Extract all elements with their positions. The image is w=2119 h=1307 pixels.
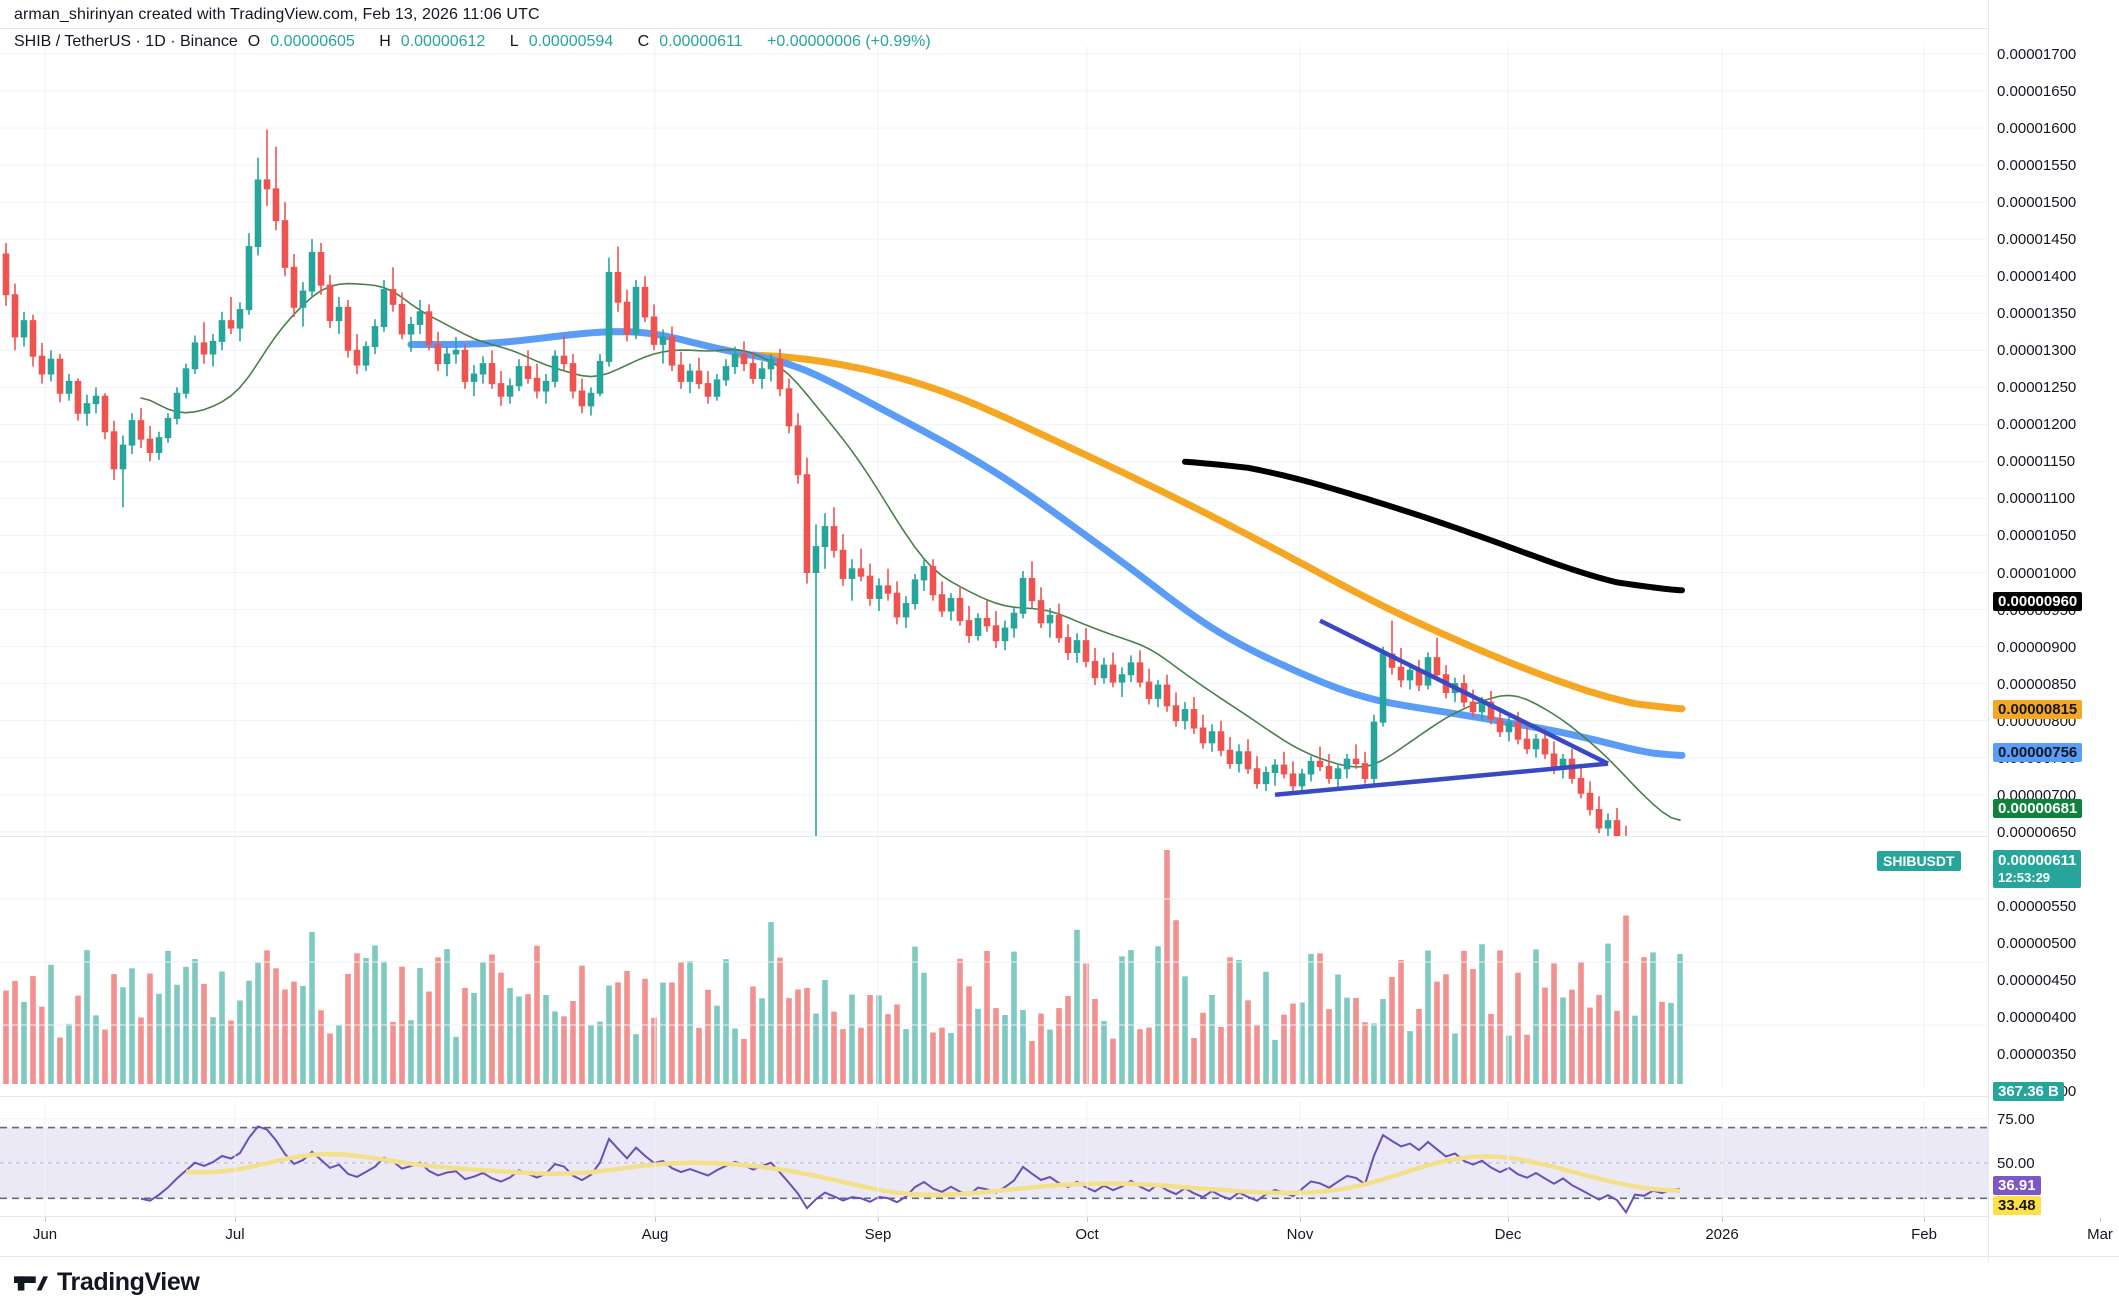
ma-orange-value[interactable]: 0.00000815 xyxy=(1993,699,2083,719)
time-scale[interactable]: Jun Jul Aug Sep Oct Nov Dec 2026 Feb Mar xyxy=(0,1216,2113,1257)
time-axis-tick xyxy=(878,1217,879,1222)
price-tick-label: 0.00001600 xyxy=(1997,120,2077,138)
ohlc-values: O 0.00000605 H 0.00000612 L 0.00000594 C 0.0… xyxy=(248,33,941,51)
price-tick-label: 0.00000450 xyxy=(1997,971,2077,989)
price-tick-label: 0.00001200 xyxy=(1997,416,2077,434)
price-tick-label: 0.00001050 xyxy=(1997,527,2077,545)
price-tick-label: 0.00001550 xyxy=(1997,157,2077,175)
price-tick-label: 0.00001100 xyxy=(1997,490,2076,508)
time-axis-label: Oct xyxy=(1075,1226,1099,1243)
tradingview-footer[interactable]: TradingView xyxy=(14,1268,200,1297)
time-axis-tick xyxy=(2100,1217,2101,1222)
rsi-pane[interactable] xyxy=(0,1101,1988,1216)
price-tick-label: 0.00000400 xyxy=(1997,1008,2077,1026)
time-axis-tick xyxy=(1087,1217,1088,1222)
price-tick-label: 0.00000650 xyxy=(1997,823,2077,841)
time-axis-tick xyxy=(1722,1217,1723,1222)
change-value: +0.00000006 (+0.99%) xyxy=(767,33,931,50)
price-tick-label: 0.00001300 xyxy=(1997,342,2077,360)
rsi-tick-label: 50.00 xyxy=(1997,1154,2035,1172)
price-tick-label: 0.00000550 xyxy=(1997,897,2077,915)
price-tick-label: 0.00000500 xyxy=(1997,934,2077,952)
price-tick-label: 0.00001000 xyxy=(1997,564,2077,582)
last-price-badge[interactable]: 0.00000611 12:53:29 xyxy=(1993,849,2082,888)
time-axis-tick xyxy=(1300,1217,1301,1222)
open-value: O 0.00000605 xyxy=(247,33,355,50)
last-price-value: 0.00000611 xyxy=(1998,851,2077,869)
volume-pane[interactable] xyxy=(0,836,1988,1088)
price-tick-label: 0.00000350 xyxy=(1997,1045,2077,1063)
chart-area[interactable] xyxy=(0,46,1988,1216)
last-price-symbol-tag: SHIBUSDT xyxy=(1877,850,1961,871)
close-value: C 0.00000611 xyxy=(637,33,743,50)
price-tick-label: 0.00001450 xyxy=(1997,231,2077,249)
time-axis-label: Jun xyxy=(32,1226,58,1243)
time-axis-label: Aug xyxy=(641,1226,669,1243)
low-value: L 0.00000594 xyxy=(509,33,614,50)
rsi-plot[interactable] xyxy=(0,1101,1988,1216)
high-value: H 0.00000612 xyxy=(379,33,486,50)
ma-blue-value[interactable]: 0.00000756 xyxy=(1993,743,2083,763)
time-axis-label: Nov xyxy=(1286,1226,1314,1243)
volume-plot[interactable] xyxy=(0,836,1988,1088)
price-tick-label: 0.00001250 xyxy=(1997,379,2077,397)
tradingview-wordmark: TradingView xyxy=(57,1268,200,1296)
price-tick-label: 0.00001350 xyxy=(1997,305,2077,323)
price-scale[interactable]: 0.00001700 0.00001650 0.00001600 0.00001550… xyxy=(1877,0,2119,1262)
price-plot[interactable] xyxy=(0,46,1988,836)
price-pane[interactable] xyxy=(0,46,1988,836)
tradingview-logo-icon xyxy=(14,1275,48,1291)
time-axis-label: Mar xyxy=(2087,1226,2113,1243)
price-tick-label: 0.00001700 xyxy=(1997,46,2077,63)
time-axis-tick xyxy=(45,1217,46,1222)
time-axis-tick xyxy=(1508,1217,1509,1222)
price-tick-label: 0.00001650 xyxy=(1997,83,2077,101)
time-axis-label: Jul xyxy=(225,1226,245,1243)
attribution-text: arman_shirinyan created with TradingView… xyxy=(14,6,540,23)
price-tick-label: 0.00001150 xyxy=(1997,453,2076,471)
chart-legend[interactable]: SHIB / TetherUS · 1D · Binance O 0.000006… xyxy=(14,33,941,51)
price-tick-label: 0.00000850 xyxy=(1997,675,2077,693)
ema200-value[interactable]: 0.00000960 xyxy=(1993,592,2083,612)
symbol-label[interactable]: SHIB / TetherUS · 1D · Binance xyxy=(14,33,238,50)
price-tick-label: 0.00001400 xyxy=(1997,268,2077,286)
price-tick-label: 0.00001500 xyxy=(1997,194,2077,212)
footer-divider xyxy=(0,1256,2119,1257)
countdown-timer: 12:53:29 xyxy=(1998,869,2051,885)
header-divider xyxy=(0,28,2119,29)
rsi-ma-value[interactable]: 33.48 xyxy=(1993,1196,2041,1216)
pane-separator-rsi xyxy=(0,1096,1988,1097)
pane-separator-volume xyxy=(0,836,1988,837)
time-axis-tick xyxy=(655,1217,656,1222)
time-axis-label: Feb xyxy=(1911,1226,1937,1243)
rsi-value[interactable]: 36.91 xyxy=(1993,1176,2041,1196)
rsi-tick-label: 75.00 xyxy=(1997,1110,2035,1128)
volume-value-badge[interactable]: 367.36 B xyxy=(1993,1082,2064,1101)
time-axis-label: 2026 xyxy=(1705,1226,1739,1243)
time-axis-tick xyxy=(1924,1217,1925,1222)
price-tick-label: 0.00000900 xyxy=(1997,638,2077,656)
time-axis-tick xyxy=(235,1217,236,1222)
time-axis-label: Sep xyxy=(864,1226,892,1243)
ma-green-value[interactable]: 0.00000681 xyxy=(1993,798,2083,818)
time-axis-label: Dec xyxy=(1494,1226,1522,1243)
